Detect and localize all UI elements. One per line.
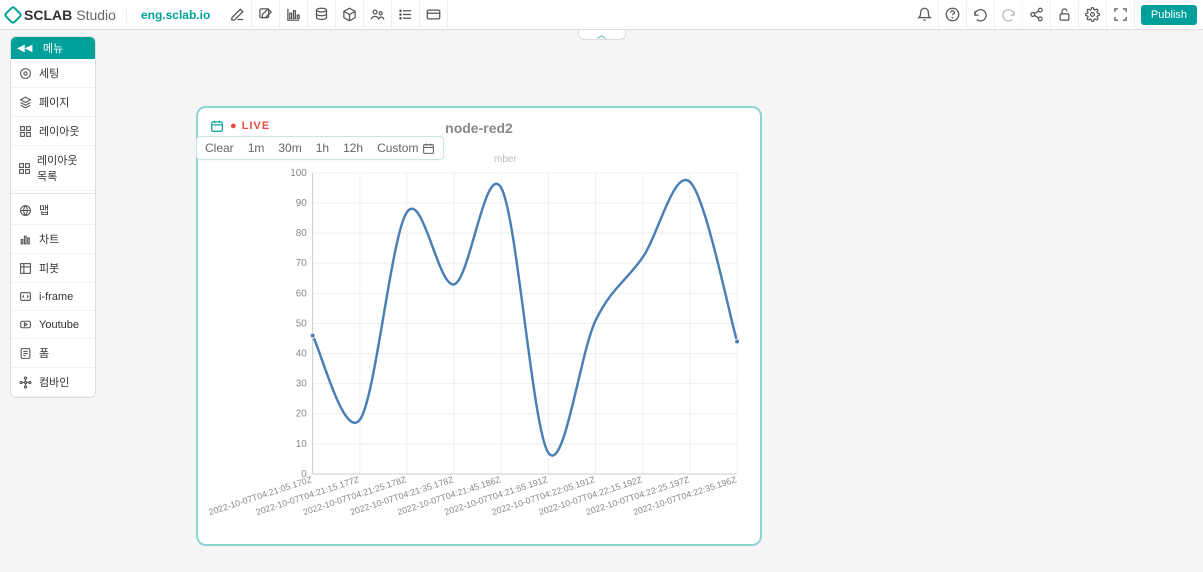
form-icon bbox=[18, 346, 33, 361]
sidebar-item-map[interactable]: 맵 bbox=[11, 196, 95, 225]
gear-icon bbox=[18, 66, 33, 81]
site-name[interactable]: eng.sclab.io bbox=[127, 8, 224, 22]
sidebar-item-layout[interactable]: 레이아웃 bbox=[11, 117, 95, 146]
edit-icon[interactable] bbox=[224, 1, 252, 29]
sidebar-item-combine[interactable]: 컴바인 bbox=[11, 368, 95, 397]
box-icon[interactable] bbox=[336, 1, 364, 29]
sidebar-item-label: i-frame bbox=[39, 291, 73, 303]
gear-icon[interactable] bbox=[1079, 1, 1107, 29]
database-icon[interactable] bbox=[308, 1, 336, 29]
sidebar-item-label: Youtube bbox=[39, 319, 79, 331]
live-badge: LIVE bbox=[230, 120, 270, 132]
chart-icon[interactable] bbox=[280, 1, 308, 29]
svg-text:60: 60 bbox=[296, 288, 307, 299]
sidebar-title: 메뉴 bbox=[43, 40, 63, 56]
unlock-icon[interactable] bbox=[1051, 1, 1079, 29]
fullscreen-icon[interactable] bbox=[1107, 1, 1135, 29]
bell-icon[interactable] bbox=[911, 1, 939, 29]
sidebar-item-page[interactable]: 페이지 bbox=[11, 88, 95, 117]
svg-text:100: 100 bbox=[290, 168, 307, 179]
chart-panel[interactable]: LIVE node-red2 Clear 1m 30m 1h 12h Custo… bbox=[196, 106, 762, 546]
sidebar-item-settings[interactable]: 세팅 bbox=[11, 59, 95, 88]
list-icon[interactable] bbox=[392, 1, 420, 29]
time-range-bar: Clear 1m 30m 1h 12h Custom bbox=[196, 136, 444, 160]
sidebar-item-label: 세팅 bbox=[39, 65, 59, 81]
users-icon[interactable] bbox=[364, 1, 392, 29]
range-custom[interactable]: Custom bbox=[377, 141, 435, 155]
pivot-icon bbox=[18, 261, 33, 276]
barchart-icon bbox=[18, 232, 33, 247]
svg-text:90: 90 bbox=[296, 198, 307, 209]
sidebar-item-chart[interactable]: 차트 bbox=[11, 225, 95, 254]
chart-plot: 01020304050607080901002022-10-07T04:21:0… bbox=[280, 168, 750, 474]
sidebar-item-youtube[interactable]: Youtube bbox=[11, 311, 95, 339]
svg-text:10: 10 bbox=[296, 439, 307, 450]
range-clear[interactable]: Clear bbox=[205, 141, 234, 155]
right-tool-icons bbox=[911, 1, 1135, 29]
svg-text:20: 20 bbox=[296, 409, 307, 420]
expand-handle[interactable]: ︿ bbox=[578, 30, 626, 40]
legend-label: mber bbox=[494, 154, 517, 165]
calendar-icon bbox=[422, 142, 435, 155]
collapse-icon[interactable]: ◀◀ bbox=[17, 43, 32, 54]
sidebar-item-label: 컴바인 bbox=[39, 374, 69, 390]
sidebar-item-label: 차트 bbox=[39, 231, 59, 247]
range-1h[interactable]: 1h bbox=[316, 141, 329, 155]
card-icon[interactable] bbox=[420, 1, 448, 29]
iframe-icon bbox=[18, 289, 33, 304]
help-icon[interactable] bbox=[939, 1, 967, 29]
range-12h[interactable]: 12h bbox=[343, 141, 363, 155]
layers-icon bbox=[18, 95, 33, 110]
brand-name: SCLAB bbox=[24, 7, 72, 23]
sidebar-item-label: 레이아웃 목록 bbox=[37, 152, 88, 184]
share-icon[interactable] bbox=[1023, 1, 1051, 29]
chart-svg: 01020304050607080901002022-10-07T04:21:0… bbox=[280, 168, 750, 474]
sidebar-item-layout-list[interactable]: 레이아웃 목록 bbox=[11, 146, 95, 191]
calendar-icon[interactable] bbox=[210, 119, 224, 133]
compose-icon[interactable] bbox=[252, 1, 280, 29]
brand-logo-icon bbox=[3, 5, 23, 25]
sidebar-item-label: 페이지 bbox=[39, 94, 69, 110]
sidebar-item-label: 맵 bbox=[39, 202, 49, 218]
sidebar-item-label: 폼 bbox=[39, 345, 49, 361]
range-1m[interactable]: 1m bbox=[248, 141, 265, 155]
sidebar-header: ◀◀ 메뉴 bbox=[11, 37, 95, 59]
redo-icon[interactable] bbox=[995, 1, 1023, 29]
sidebar-item-label: 피봇 bbox=[39, 260, 59, 276]
combine-icon bbox=[18, 375, 33, 390]
sidebar-item-iframe[interactable]: i-frame bbox=[11, 283, 95, 311]
top-toolbar: SCLAB Studio eng.sclab.io bbox=[0, 0, 1203, 30]
svg-text:40: 40 bbox=[296, 349, 307, 360]
map-icon bbox=[18, 203, 33, 218]
publish-button[interactable]: Publish bbox=[1141, 5, 1197, 25]
youtube-icon bbox=[18, 317, 33, 332]
sidebar-item-label: 레이아웃 bbox=[39, 123, 79, 139]
svg-text:30: 30 bbox=[296, 379, 307, 390]
svg-text:50: 50 bbox=[296, 318, 307, 329]
left-tool-icons bbox=[224, 1, 448, 29]
grid-icon bbox=[18, 124, 33, 139]
range-30m[interactable]: 30m bbox=[278, 141, 301, 155]
sidebar-item-form[interactable]: 폼 bbox=[11, 339, 95, 368]
grid-list-icon bbox=[18, 161, 31, 176]
svg-text:70: 70 bbox=[296, 258, 307, 269]
undo-icon[interactable] bbox=[967, 1, 995, 29]
brand-suffix: Studio bbox=[76, 7, 116, 23]
sidebar: ◀◀ 메뉴 세팅 페이지 레이아웃 레이아웃 목록 맵 차트 피봇 i-fram… bbox=[10, 36, 96, 398]
sidebar-item-pivot[interactable]: 피봇 bbox=[11, 254, 95, 283]
svg-text:80: 80 bbox=[296, 228, 307, 239]
brand: SCLAB Studio bbox=[6, 7, 127, 23]
